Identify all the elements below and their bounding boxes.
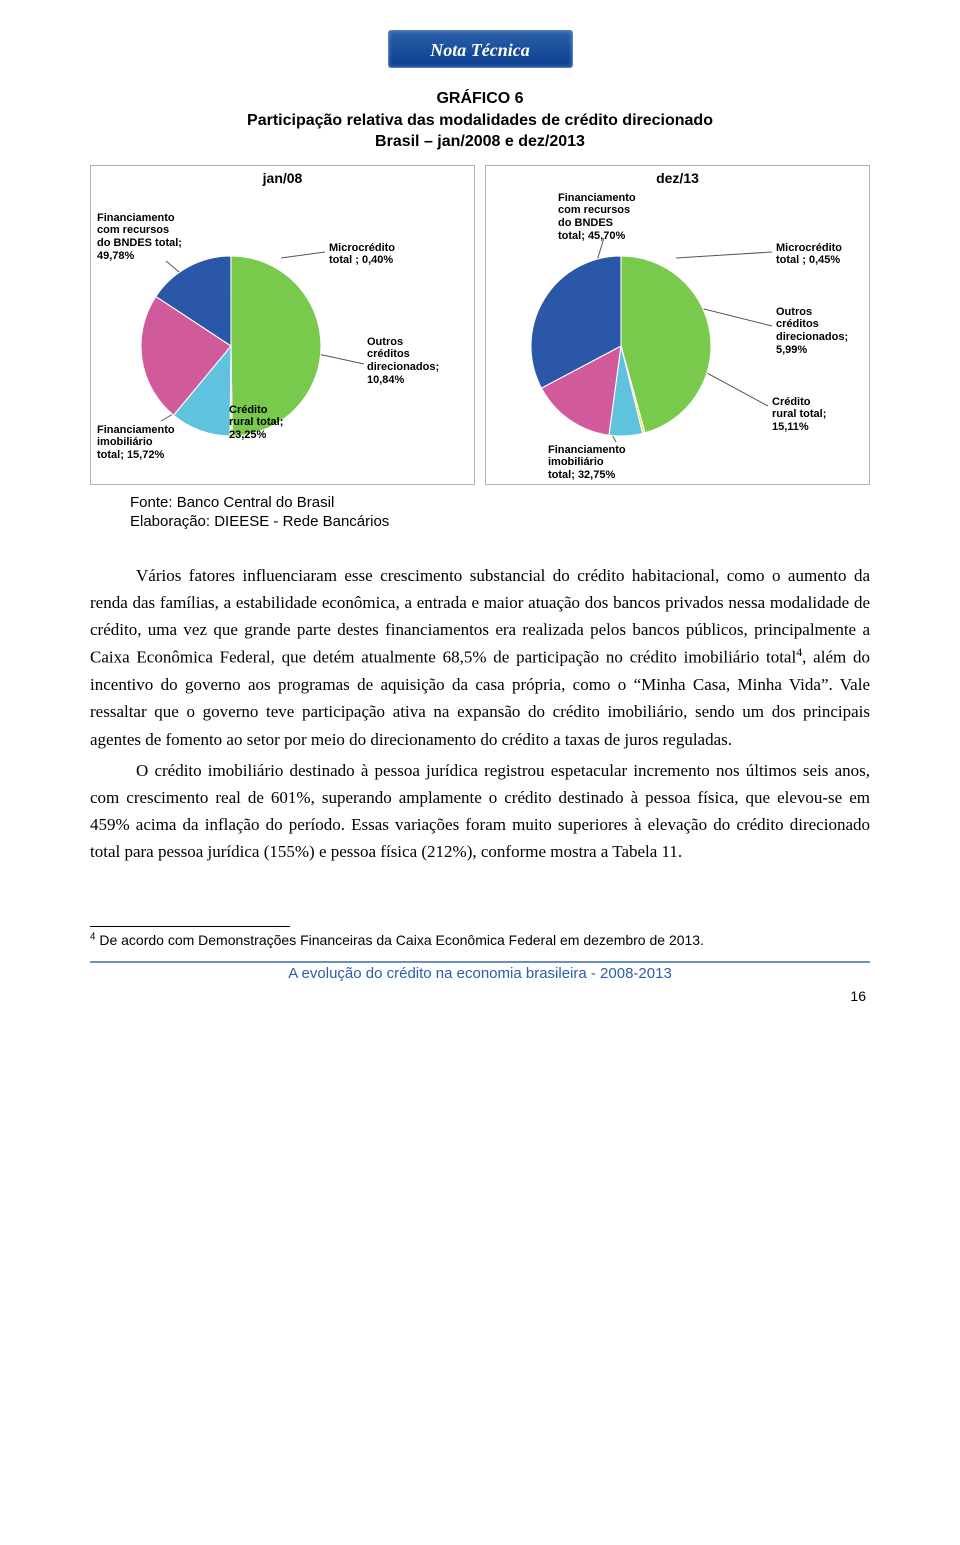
footnote-separator [90, 926, 290, 927]
chart-source: Fonte: Banco Central do Brasil Elaboraçã… [130, 493, 870, 532]
document-page: Nota Técnica GRÁFICO 6 Participação rela… [0, 0, 960, 1024]
pie-label: Microcréditototal ; 0,40% [329, 242, 395, 267]
footnote-text: De acordo com Demonstrações Financeiras … [95, 932, 704, 948]
pie-label: Créditorural total;15,11% [772, 396, 826, 434]
pie-label: Microcréditototal ; 0,45% [776, 242, 842, 267]
pie-label: Financiamentoimobiliáriototal; 32,75% [548, 444, 626, 482]
paragraph: O crédito imobiliário destinado à pessoa… [90, 757, 870, 866]
page-number: 16 [90, 988, 870, 1004]
para1-before-fn: Vários fatores influenciaram esse cresci… [90, 566, 870, 667]
pie-chart-dez13: dez/13 Financiamentocom recursosdo BNDES… [485, 165, 870, 485]
title-line: GRÁFICO 6 [90, 88, 870, 110]
pie-label: Financiamentocom recursosdo BNDES total;… [97, 212, 182, 263]
pie-label: Financiamentocom recursosdo BNDEStotal; … [558, 192, 636, 243]
pie-label: Financiamentoimobiliáriototal; 15,72% [97, 424, 175, 462]
body-text: Vários fatores influenciaram esse cresci… [90, 562, 870, 866]
pie-chart-jan08: jan/08 Financiamentocom recursosdo BNDES… [90, 165, 475, 485]
logo-banner: Nota Técnica [388, 30, 573, 68]
source-line: Fonte: Banco Central do Brasil [130, 493, 870, 513]
source-line: Elaboração: DIEESE - Rede Bancários [130, 512, 870, 532]
pie-label: Outroscréditosdirecionados;5,99% [776, 306, 848, 357]
chart-title: GRÁFICO 6 Participação relativa das moda… [90, 88, 870, 153]
footer-separator [90, 961, 870, 963]
pie-label: Créditorural total;23,25% [229, 404, 283, 442]
title-line: Brasil – jan/2008 e dez/2013 [90, 131, 870, 153]
charts-row: jan/08 Financiamentocom recursosdo BNDES… [90, 165, 870, 485]
footer-title: A evolução do crédito na economia brasil… [90, 965, 870, 982]
pie-label: Outroscréditosdirecionados;10,84% [367, 336, 439, 387]
footnote: 4 De acordo com Demonstrações Financeira… [90, 931, 870, 949]
pie [531, 256, 711, 436]
paragraph: Vários fatores influenciaram esse cresci… [90, 562, 870, 753]
title-line: Participação relativa das modalidades de… [90, 110, 870, 132]
